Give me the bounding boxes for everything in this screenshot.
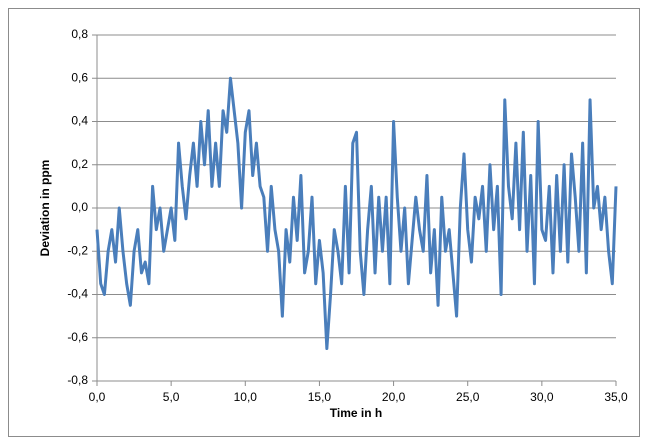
x-tick-label: 10,0 <box>234 390 258 404</box>
y-tick-label: -0,2 <box>67 243 88 257</box>
y-tick-label: -0,8 <box>67 373 88 387</box>
x-tick-label: 25,0 <box>456 390 480 404</box>
y-tick-label: 0,4 <box>71 114 88 128</box>
chart-border <box>8 8 640 437</box>
y-tick-label: 0,6 <box>71 70 88 84</box>
y-axis-title: Deviation in ppm <box>38 160 52 257</box>
y-tick-label: 0,8 <box>71 27 88 41</box>
x-tick-label: 35,0 <box>604 390 628 404</box>
x-tick-label: 15,0 <box>308 390 332 404</box>
data-line <box>95 76 618 351</box>
y-tick-label: 0,0 <box>71 200 88 214</box>
y-tick-label: -0,4 <box>67 287 88 301</box>
x-tick-label: 30,0 <box>530 390 554 404</box>
x-axis-title: Time in h <box>330 406 382 420</box>
y-tick-label: -0,6 <box>67 330 88 344</box>
y-tick-label: 0,2 <box>71 157 88 171</box>
x-tick-label: 5,0 <box>163 390 180 404</box>
x-tick-label: 20,0 <box>382 390 406 404</box>
x-tick-label: 0,0 <box>89 390 106 404</box>
